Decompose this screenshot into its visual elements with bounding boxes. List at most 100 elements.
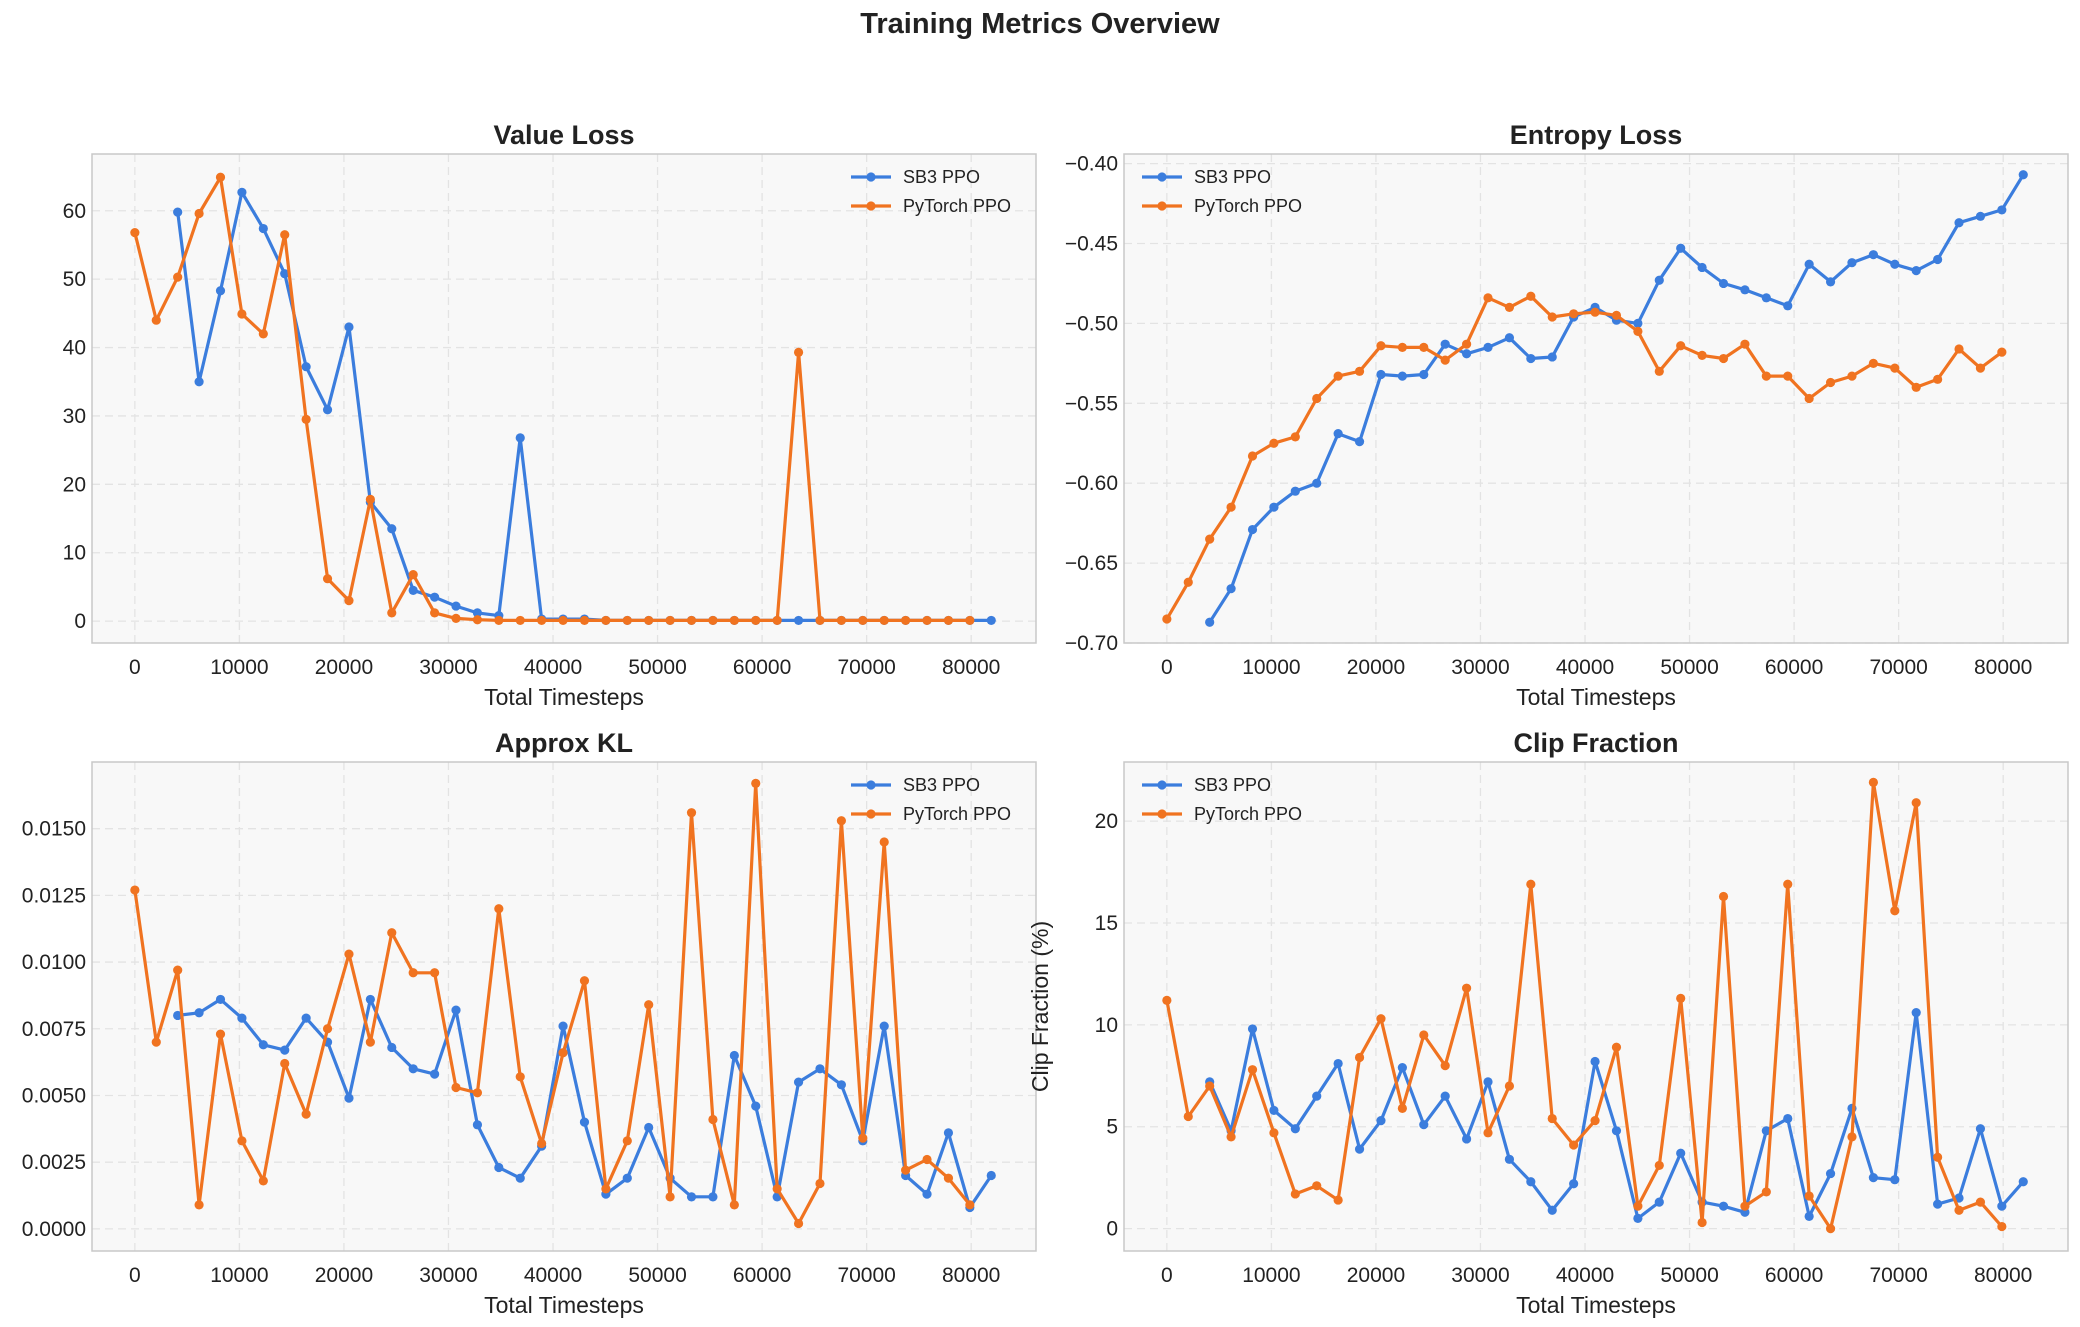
panel-3-x-tick-label: 10000: [210, 1264, 268, 1287]
panel-3-x-tick-label: 20000: [315, 1264, 373, 1287]
panel-2-data-point-2: [1376, 341, 1386, 351]
panel-4-data-point-1: [1676, 1148, 1686, 1158]
panel-4-legend-label-2: PyTorch PPO: [1194, 804, 1302, 824]
panel-2-y-tick-label: −0.65: [1065, 552, 1118, 575]
panel-4-x-tick-label: 70000: [1869, 1264, 1927, 1287]
panel-2-data-point-2: [1611, 310, 1622, 321]
panel-2-frame: [1123, 153, 2069, 644]
panel-3-data-point-1: [344, 1093, 354, 1103]
panel-3-y-tick-label: 0.0000: [22, 1218, 86, 1241]
panel-3-data-point-2: [494, 904, 504, 914]
panel-3-data-point-2: [793, 1218, 804, 1229]
panel-1-data-point-1: [301, 362, 311, 372]
panel-1-data-point-1: [173, 207, 183, 217]
panel-2-x-tick-label: 30000: [1451, 656, 1509, 679]
panel-4-data-point-1: [2018, 1177, 2028, 1187]
panel-2-data-point-2: [1783, 371, 1793, 381]
panel-2-data-point-2: [1205, 534, 1215, 544]
panel-3-data-point-2: [686, 808, 697, 818]
panel-4-data-point-2: [1354, 1052, 1365, 1063]
panel-4-data-point-2: [1183, 1111, 1193, 1122]
panel-1-data-point-2: [772, 615, 782, 626]
panel-4-data-point-2: [1440, 1060, 1450, 1071]
panel-1-data-point-1: [194, 377, 204, 387]
panel-1-data-point-2: [451, 613, 461, 623]
panel-4-data-point-2: [1611, 1042, 1622, 1052]
panel-4-data-point-1: [1654, 1197, 1664, 1207]
panel-3-data-point-1: [194, 1008, 204, 1018]
panel-1-y-tick-label: 50: [63, 268, 86, 291]
panel-1-data-point-2: [408, 570, 418, 580]
panel-1-data-point-2: [472, 615, 483, 625]
panel-4-y-tick-label: 15: [1095, 912, 1118, 935]
panel-2-data-point-1: [1526, 353, 1536, 364]
panel-3-data-point-1: [280, 1045, 290, 1055]
panel-1-data-point-2: [815, 615, 825, 626]
panel-4-data-point-2: [1804, 1191, 1814, 1201]
panel-2-data-point-2: [1804, 393, 1814, 404]
figure-title: Training Metrics Overview: [860, 8, 1220, 40]
panel-1-data-point-2: [858, 615, 868, 626]
panel-4-data-point-2: [1397, 1103, 1407, 1113]
panel-3-data-point-2: [151, 1037, 161, 1047]
panel-3-data-point-2: [344, 949, 354, 959]
panel-4-data-point-2: [1312, 1181, 1322, 1191]
panel-4-y-axis-label: Clip Fraction (%): [1027, 921, 1053, 1092]
panel-4-data-point-1: [1611, 1126, 1622, 1136]
panel-2-data-point-2: [1504, 302, 1515, 313]
panel-3-data-point-1: [836, 1080, 846, 1090]
panel-2-x-axis-label: Total Timesteps: [1516, 684, 1676, 710]
panel-2-y-tick-label: −0.70: [1065, 632, 1118, 655]
panel-1-data-point-2: [429, 608, 440, 618]
panel-2-y-tick-label: −0.40: [1065, 153, 1118, 176]
panel-2-data-point-2: [1312, 393, 1322, 404]
panel-4-x-tick-label: 60000: [1765, 1264, 1823, 1287]
panel-2-data-point-1: [1633, 318, 1643, 328]
panel-1-y-tick-label: 60: [63, 200, 86, 223]
panel-2-data-point-2: [1590, 307, 1600, 317]
panel-4-legend-label-1: SB3 PPO: [1194, 775, 1271, 795]
panel-1-series-line-2: [133, 175, 970, 623]
panel-4-x-tick-label: 30000: [1451, 1264, 1509, 1287]
panel-2-data-point-2: [1183, 577, 1193, 587]
panel-2-data-point-1: [2018, 170, 2028, 180]
panel-2-data-point-2: [1290, 432, 1300, 442]
panel-2-data-point-1: [1654, 275, 1664, 285]
panel-3-data-point-1: [751, 1101, 761, 1111]
panel-3-data-point-1: [793, 1077, 804, 1087]
panel-1-plot-area: [92, 154, 1036, 643]
panel-3-data-point-2: [665, 1192, 675, 1202]
panel-1-frame: [91, 153, 1037, 644]
panel-2-data-point-2: [1825, 377, 1836, 388]
panel-3-data-point-2: [772, 1184, 782, 1194]
panel-2-data-point-2: [1526, 291, 1536, 301]
panel-2-data-point-2: [1461, 339, 1472, 349]
panel-4-data-point-1: [1997, 1201, 2007, 1211]
panel-4-data-point-2: [1376, 1014, 1386, 1024]
panel-4-data-point-2: [1654, 1160, 1664, 1171]
panel-2-x-tick-label: 60000: [1765, 656, 1823, 679]
panel-2-x-tick-label: 0: [1161, 656, 1173, 679]
panel-2-legend-marker-1: [1157, 172, 1167, 182]
panel-1-data-point-2: [922, 615, 932, 626]
panel-4-x-tick-label: 0: [1161, 1264, 1173, 1287]
panel-1-data-point-1: [344, 322, 354, 332]
panel-3-data-point-1: [815, 1064, 825, 1074]
panel-3-data-point-2: [879, 837, 889, 847]
panel-2-data-point-1: [1354, 437, 1365, 447]
panel-2-data-point-1: [1718, 278, 1729, 289]
panel-4-data-point-1: [1547, 1205, 1557, 1215]
panel-2-data-point-2: [1269, 438, 1279, 448]
panel-3-y-tick-label: 0.0050: [22, 1084, 86, 1107]
panel-3-data-point-2: [408, 968, 418, 978]
panel-3-data-point-1: [579, 1117, 590, 1127]
panel-3-legend-marker-1: [866, 780, 876, 790]
panel-1-data-point-1: [408, 585, 418, 595]
panel-2-data-point-2: [1654, 366, 1664, 376]
panel-1-x-tick-label: 10000: [210, 656, 268, 679]
panel-4-data-point-2: [1783, 879, 1793, 889]
panel-2-data-point-1: [1868, 250, 1878, 260]
panel-4-data-point-1: [1783, 1113, 1793, 1124]
panel-4-y-tick-label: 20: [1095, 810, 1118, 833]
